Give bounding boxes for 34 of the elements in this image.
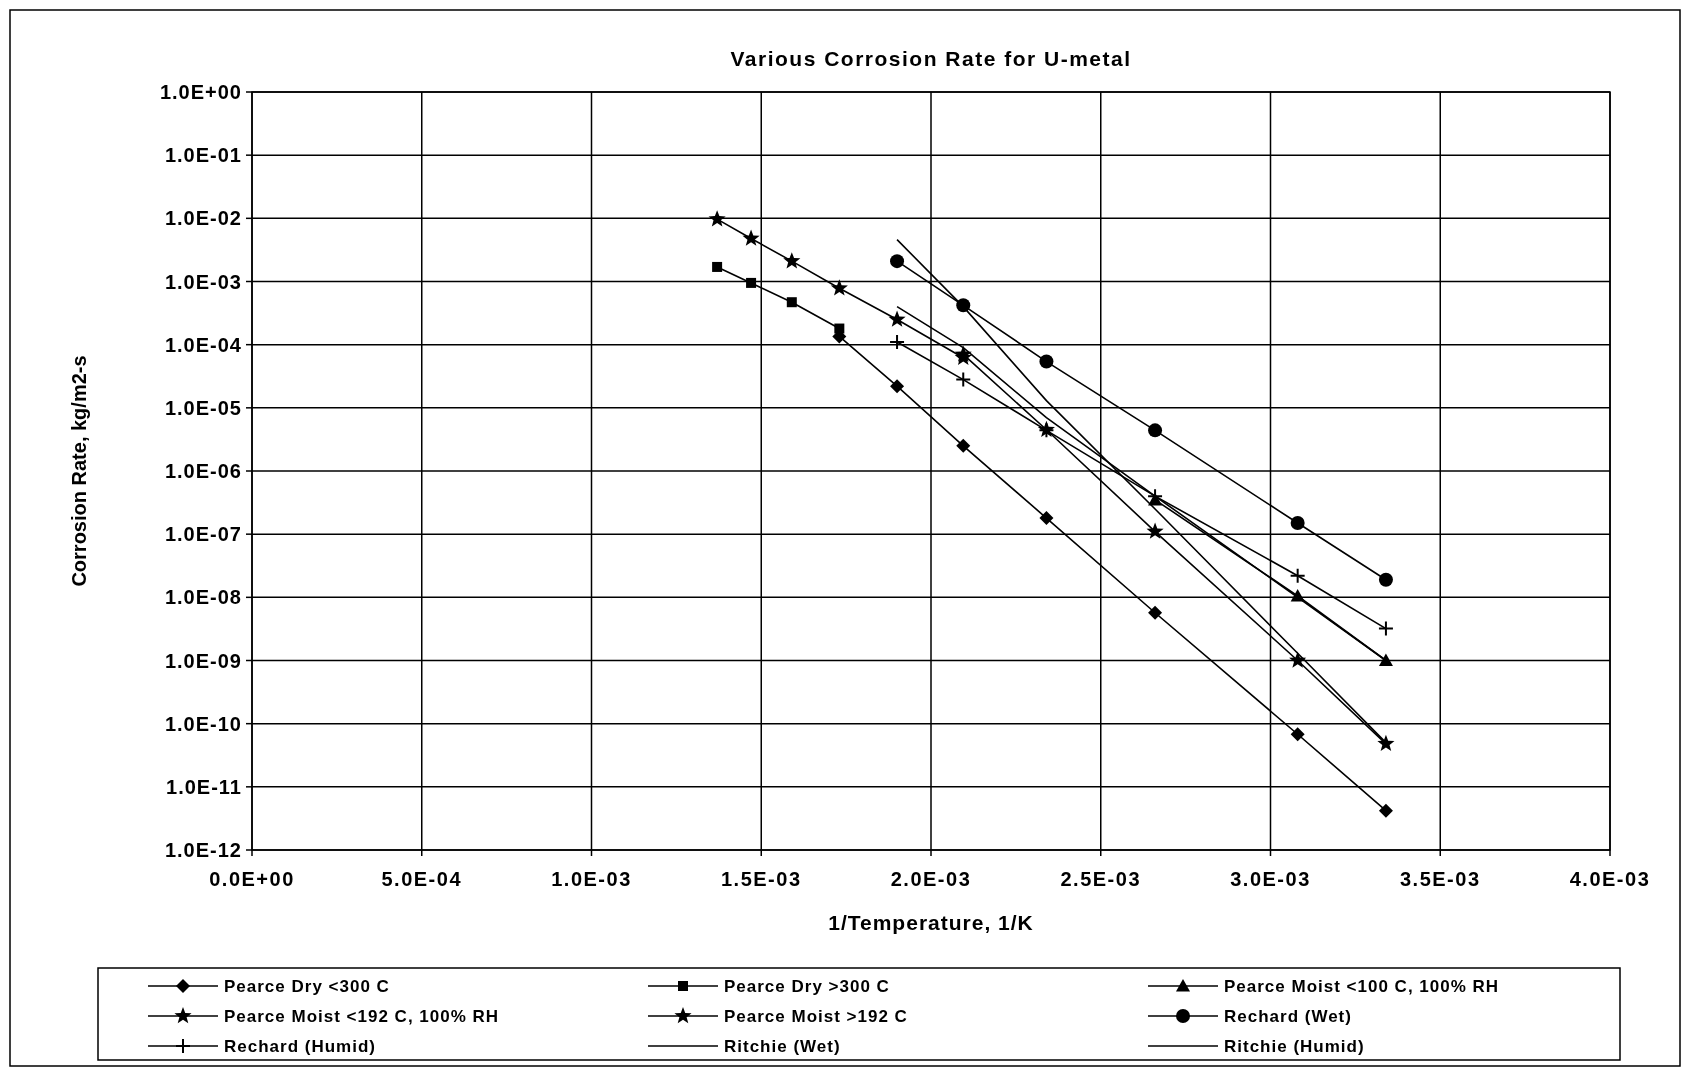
legend-label: Pearce Moist >192 C <box>724 1007 908 1026</box>
legend-label: Pearce Dry <300 C <box>224 977 390 996</box>
x-tick-label: 1.5E-03 <box>720 868 802 890</box>
y-tick-label: 1.0E-02 <box>164 207 242 230</box>
y-tick-label: 1.0E-03 <box>164 270 242 293</box>
x-tick-label: 0.0E+00 <box>209 868 295 890</box>
x-tick-label: 4.0E-03 <box>1569 868 1651 890</box>
chart-title: Various Corrosion Rate for U-metal <box>730 47 1132 70</box>
legend-label: Pearce Moist <100 C, 100% RH <box>1224 977 1500 996</box>
x-tick-label: 3.0E-03 <box>1230 868 1311 890</box>
legend-label: Ritchie (Humid) <box>1224 1037 1365 1056</box>
x-tick-label: 1.0E-03 <box>551 868 632 890</box>
y-tick-label: 1.0E-07 <box>164 523 242 546</box>
y-axis-title: Corrosion Rate, kg/m2-s <box>68 355 90 587</box>
x-tick-label: 3.5E-03 <box>1399 868 1481 890</box>
y-tick-label: 1.0E-11 <box>166 775 242 798</box>
x-tick-label: 2.0E-03 <box>890 868 972 890</box>
x-tick-label: 5.0E-04 <box>381 868 463 890</box>
y-tick-label: 1.0E-04 <box>164 333 242 356</box>
y-tick-label: 1.0E-10 <box>164 712 242 735</box>
legend-label: Pearce Dry >300 C <box>724 977 890 996</box>
y-tick-label: 1.0E-06 <box>164 460 242 482</box>
y-tick-label: 1.0E-08 <box>164 586 242 609</box>
legend-label: Rechard (Wet) <box>1224 1007 1352 1026</box>
legend-label: Rechard (Humid) <box>224 1037 376 1056</box>
legend-label: Pearce Moist <192 C, 100% RH <box>224 1007 500 1026</box>
y-tick-label: 1.0E+00 <box>159 81 242 103</box>
y-tick-label: 1.0E-12 <box>164 839 242 861</box>
x-tick-label: 2.5E-03 <box>1060 868 1142 890</box>
y-tick-label: 1.0E-09 <box>164 649 242 672</box>
legend-label: Ritchie (Wet) <box>724 1037 841 1056</box>
y-tick-label: 1.0E-01 <box>164 144 242 167</box>
x-axis-title: 1/Temperature, 1/K <box>828 911 1034 934</box>
y-tick-label: 1.0E-05 <box>164 396 242 419</box>
